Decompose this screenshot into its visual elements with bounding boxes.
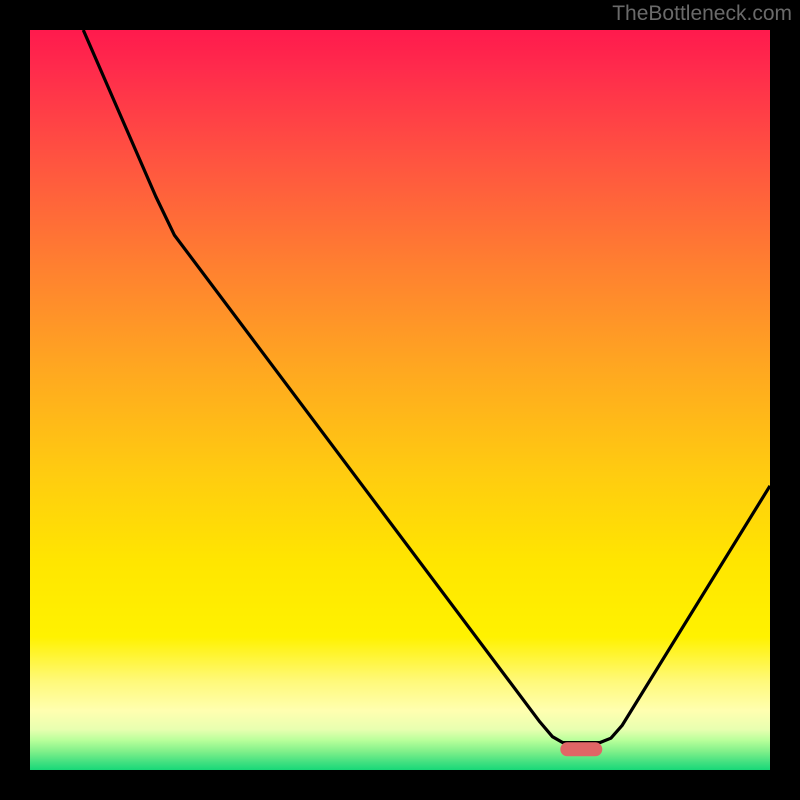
bottleneck-chart <box>0 0 800 800</box>
watermark-text: TheBottleneck.com <box>612 2 792 26</box>
optimal-marker <box>560 742 602 756</box>
chart-container: TheBottleneck.com <box>0 0 800 800</box>
plot-background <box>30 30 770 770</box>
